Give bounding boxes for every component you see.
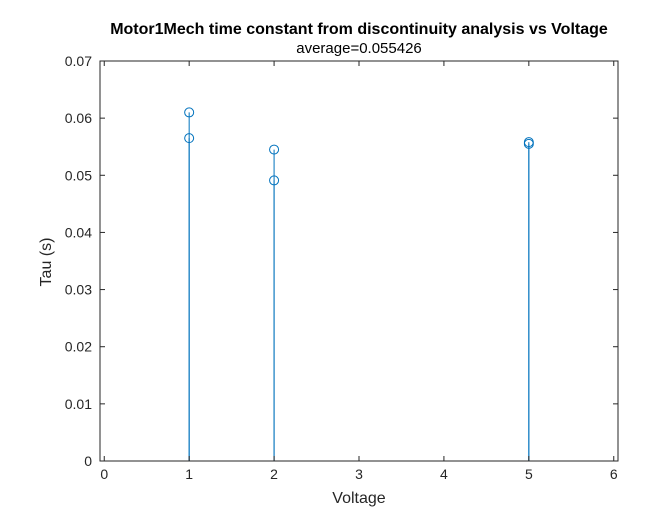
stem-marker-2: [269, 144, 280, 155]
y-tick-label-6: 0.06: [65, 110, 92, 126]
y-tick-label-1: 0.01: [65, 396, 92, 412]
stem-marker-5: [523, 138, 534, 149]
stem-series: [184, 107, 534, 461]
x-tick-label-4: 4: [440, 466, 448, 482]
y-tick-label-2: 0.02: [65, 339, 92, 355]
chart-title: Motor1Mech time constant from discontinu…: [110, 21, 608, 38]
y-tick-label-4: 0.04: [65, 224, 92, 240]
axes: 0 1 2 3 4 5 6 0 0.01 0.02 0.03 0.04 0.05 0.06 0.07: [65, 53, 619, 482]
y-axis-label: Tau (s): [38, 238, 55, 287]
chart-subtitle: average=0.055426: [296, 40, 422, 57]
x-tick-label-5: 5: [525, 466, 533, 482]
x-tick-label-1: 1: [185, 466, 193, 482]
stem-marker-0: [184, 107, 195, 118]
y-tick-label-5: 0.05: [65, 167, 92, 183]
y-tick-label-7: 0.07: [65, 53, 92, 69]
x-tick-label-3: 3: [355, 466, 363, 482]
y-tick-label-0: 0: [84, 453, 92, 469]
axes-box: [99, 60, 619, 462]
x-axis-label: Voltage: [332, 490, 385, 507]
stem-marker-3: [269, 175, 280, 186]
x-tick-label-2: 2: [270, 466, 278, 482]
stem-marker-1: [184, 133, 195, 144]
x-tick-label-6: 6: [610, 466, 618, 482]
x-tick-label-0: 0: [100, 466, 108, 482]
y-tick-label-3: 0.03: [65, 282, 92, 298]
